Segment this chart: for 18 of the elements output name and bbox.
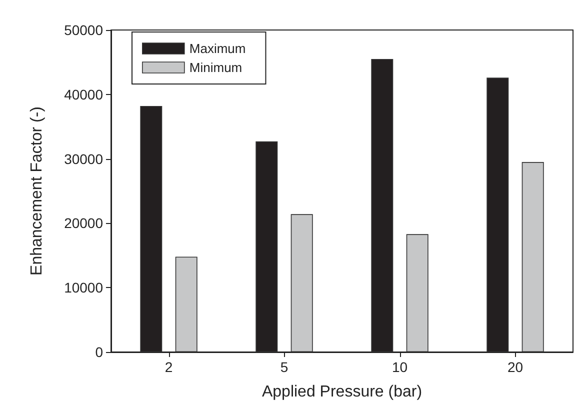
x-tick-label: 10	[392, 359, 408, 375]
y-tick-label: 20000	[64, 215, 104, 232]
y-tick-label: 50000	[64, 22, 104, 38]
x-tick-label: 5	[280, 359, 288, 375]
legend-label: Maximum	[189, 41, 246, 56]
y-tick-label: 0	[95, 344, 104, 360]
x-axis-title: Applied Pressure (bar)	[262, 384, 422, 400]
y-tick-label: 40000	[64, 86, 104, 102]
x-tick-label: 2	[164, 359, 173, 375]
bar	[290, 214, 313, 352]
y-tick-label: 30000	[64, 150, 104, 167]
legend-label: Minimum	[189, 60, 242, 75]
bar	[522, 162, 544, 352]
y-tick-label: 10000	[64, 280, 104, 296]
bar	[175, 256, 198, 352]
x-tick-label: 20	[507, 359, 524, 375]
y-axis-title: Enhancement Factor (-)	[28, 106, 46, 276]
bar	[406, 234, 428, 352]
